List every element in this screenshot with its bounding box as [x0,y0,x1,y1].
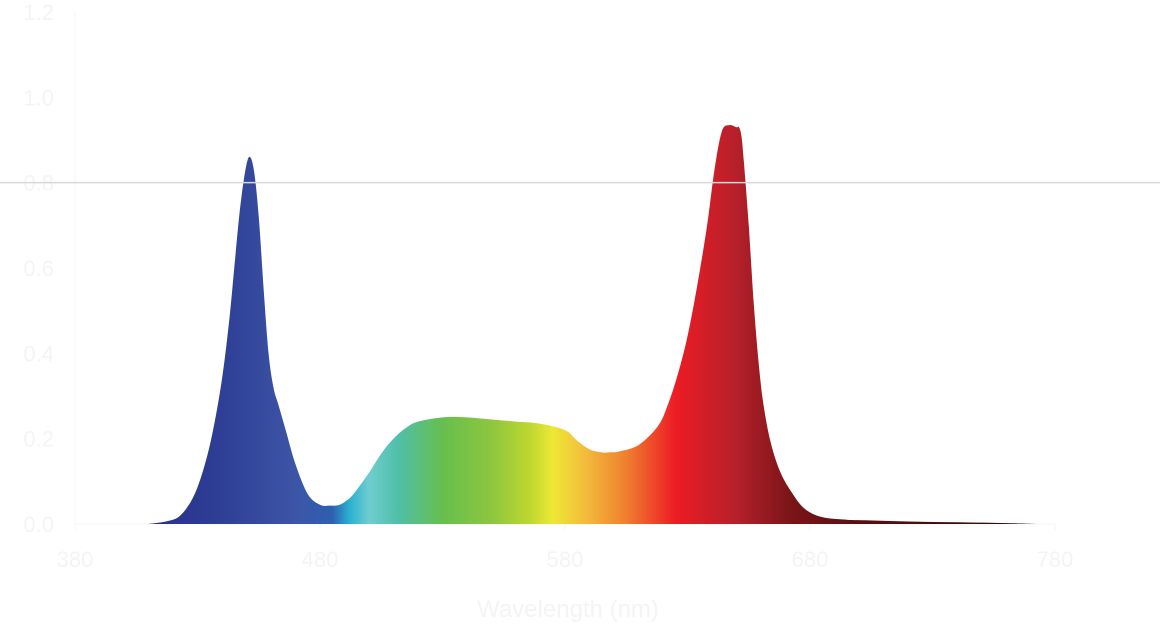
x-axis-title: Wavelength (nm) [477,596,659,623]
x-tick-label: 480 [302,547,339,572]
y-tick-label: 0.0 [23,512,54,537]
y-tick-label: 1.2 [23,0,54,25]
x-tick-label: 780 [1037,547,1074,572]
y-tick-label: 0.6 [23,256,54,281]
x-axis: 380 480 580 680 780 [57,523,1074,572]
x-tick-label: 680 [792,547,829,572]
y-tick-label: 1.0 [23,85,54,110]
series-group [148,124,1036,524]
x-tick-label: 580 [547,547,584,572]
y-tick-label: 0.4 [23,341,54,366]
x-tick-label: 380 [57,547,94,572]
y-axis: 0.00.20.40.60.81.01.2 [23,0,76,537]
y-tick-label: 0.2 [23,427,54,452]
spectrum-area [148,124,1036,524]
